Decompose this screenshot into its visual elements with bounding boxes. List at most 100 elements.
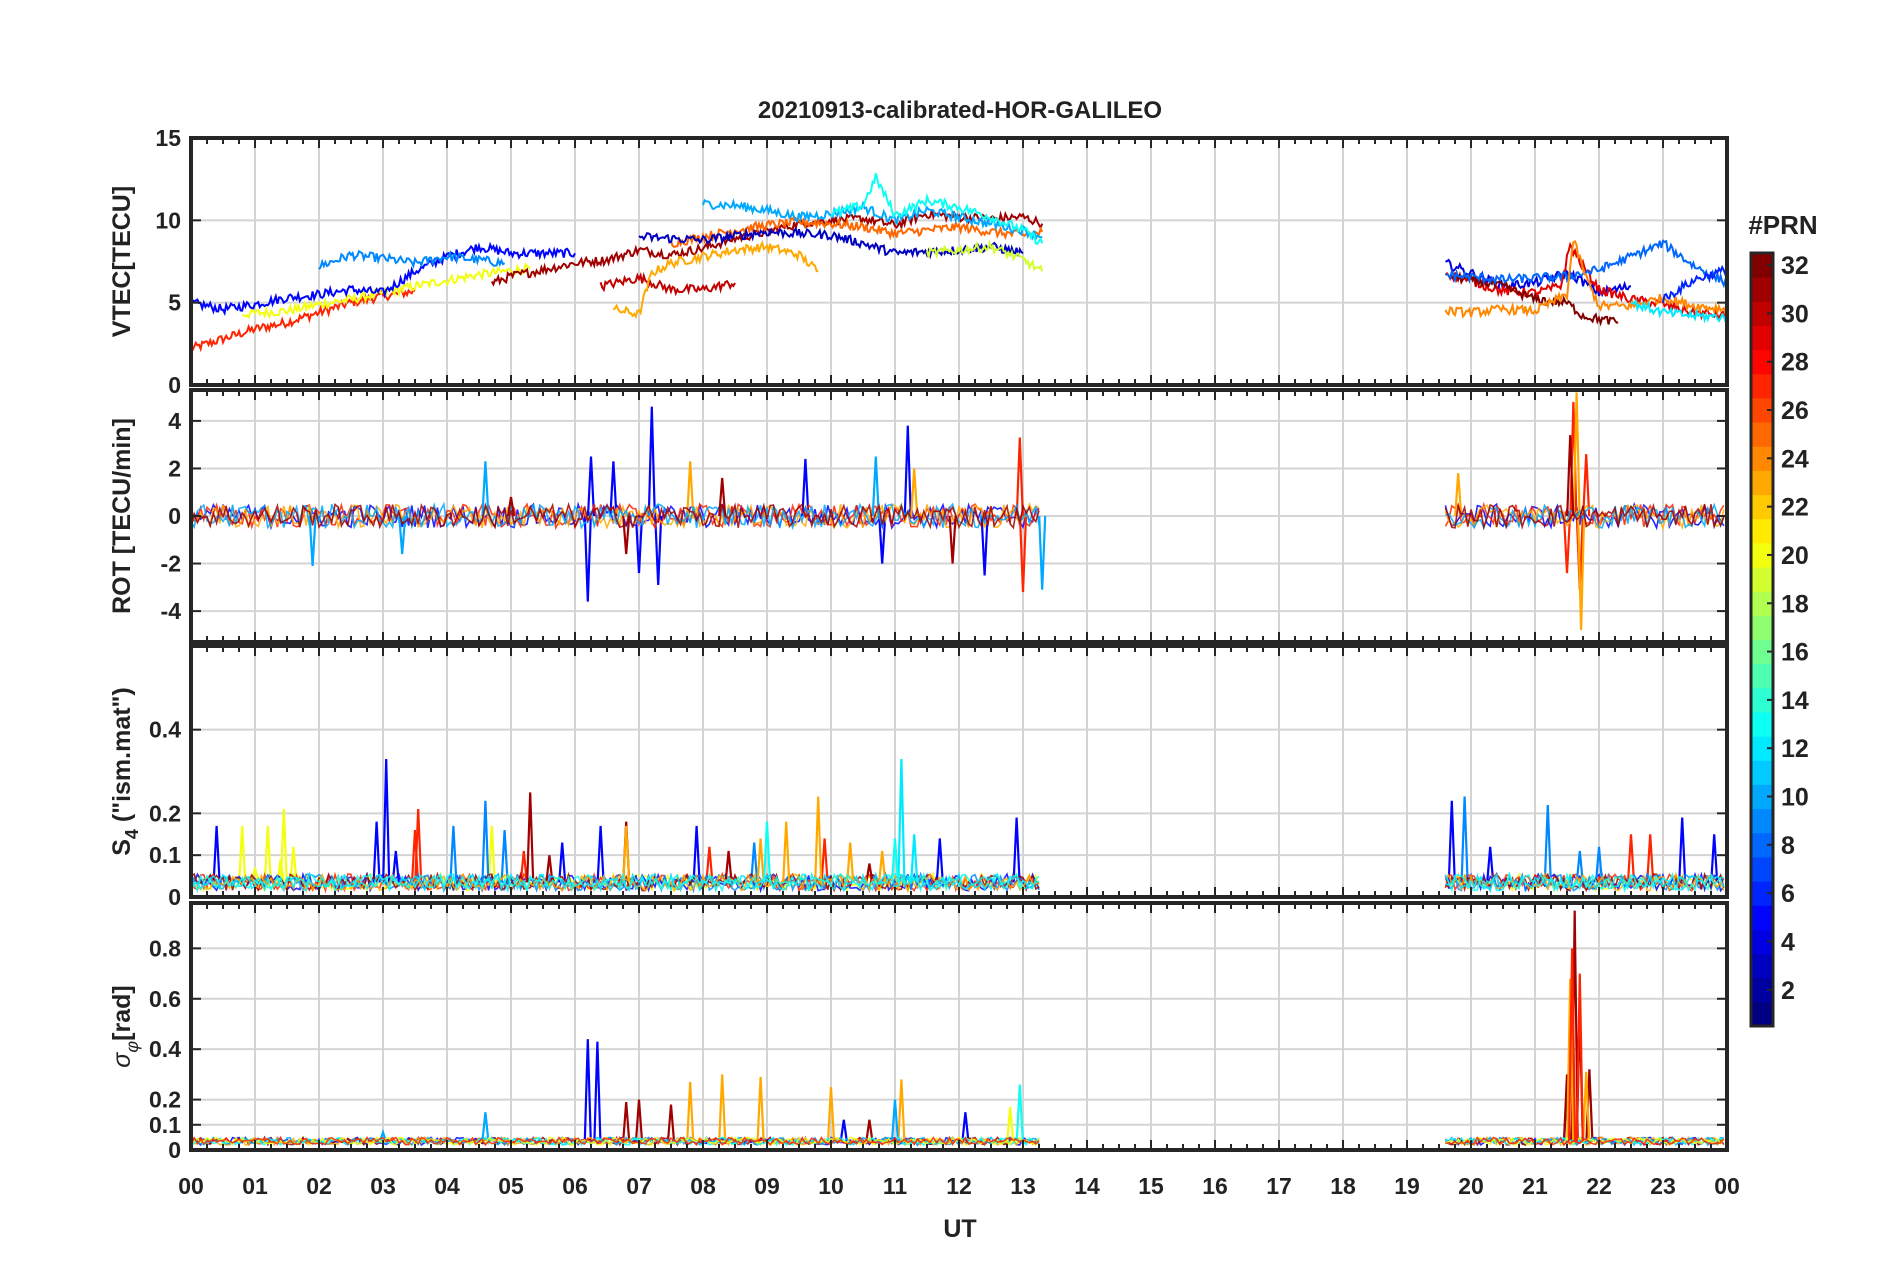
- colorbar-tick-label: 4: [1781, 928, 1795, 956]
- colorbar-swatch: [1751, 446, 1773, 471]
- y-tick-label: -2: [161, 551, 181, 577]
- series-baseline-prn-10: [191, 501, 1040, 531]
- x-tick-labels: 00 01 02 03 04 05 06 07 08 09 10 11 12 13 14 15 16 17 18 19…: [178, 1173, 1740, 1199]
- y-tick-label: 0.2: [149, 1087, 181, 1113]
- spike-prn-5: [1447, 800, 1456, 883]
- spike-prn-5: [583, 515, 592, 602]
- colorbar-swatch: [1751, 301, 1773, 326]
- colorbar-tick-label: 30: [1781, 300, 1809, 328]
- spike-prn-31: [1566, 435, 1575, 517]
- x-tick-label: 07: [626, 1173, 652, 1199]
- series-prn-5: [191, 241, 576, 317]
- colorbar-swatch: [1751, 253, 1773, 278]
- series-prn-24: [1444, 239, 1727, 319]
- spike-prn-31: [622, 515, 631, 555]
- colorbar-swatch: [1751, 856, 1773, 882]
- spike-prn-23: [897, 1079, 906, 1142]
- y-tick-label: 15: [155, 125, 181, 151]
- x-tick-label: 01: [242, 1173, 268, 1199]
- s4-y-label: S4 ("ism.mat"): [108, 687, 142, 856]
- colorbar-swatch: [1751, 881, 1773, 906]
- x-tick-label: 08: [690, 1173, 716, 1199]
- spike-prn-31: [634, 1099, 644, 1142]
- spike-prn-27: [1562, 515, 1572, 574]
- y-tick-label: -4: [161, 598, 182, 624]
- spike-prn-20: [238, 825, 247, 883]
- colorbar-tick-label: 10: [1781, 784, 1809, 812]
- spike-prn-5: [586, 456, 596, 517]
- rot-y-tick-labels: -4 -2 0 2 4: [161, 408, 182, 624]
- x-tick-label: 03: [370, 1173, 396, 1199]
- vtec-y-label: VTEC[TECU]: [108, 186, 136, 337]
- x-tick-label: 10: [818, 1173, 844, 1199]
- colorbar-swatch: [1751, 567, 1773, 592]
- colorbar-swatch: [1751, 687, 1773, 713]
- colorbar-tick-label: 28: [1781, 349, 1809, 377]
- s4-series: [191, 758, 1725, 894]
- spike-prn-23: [622, 825, 631, 883]
- spike-prn-9: [1543, 804, 1552, 883]
- s4-panel: 0 0.1 0.2 0.4 S4 ("ism.mat"): [108, 644, 1729, 910]
- x-tick-label: 09: [754, 1173, 780, 1199]
- y-tick-label: 0: [168, 372, 181, 398]
- spike-prn-10: [871, 456, 880, 517]
- y-tick-label: 0.1: [149, 1112, 181, 1138]
- series-baseline-prn-12: [1445, 871, 1725, 892]
- x-tick-label: 11: [883, 1173, 908, 1199]
- x-tick-label: 23: [1650, 1173, 1676, 1199]
- colorbar-swatch: [1751, 953, 1773, 979]
- spike-prn-10: [308, 515, 317, 566]
- spike-prn-10: [398, 515, 407, 555]
- colorbar-swatch: [1751, 784, 1773, 810]
- colorbar-swatch: [1751, 542, 1773, 568]
- colorbar-swatch: [1751, 711, 1773, 737]
- s4-axes-frame: [189, 644, 1729, 899]
- series-baseline-prn-31: [191, 501, 1040, 530]
- colorbar-swatch: [1751, 422, 1773, 447]
- spike-prn-20: [1006, 1107, 1015, 1142]
- colorbar-tick-label: 32: [1781, 252, 1809, 280]
- spike-prn-27: [1018, 515, 1028, 593]
- colorbar-swatch: [1751, 832, 1773, 858]
- spike-prn-23: [910, 468, 919, 517]
- series-prn-32: [1451, 269, 1619, 327]
- spike-prn-5: [801, 458, 810, 517]
- spike-prn-5: [391, 850, 400, 883]
- spike-prn-23: [756, 838, 765, 883]
- colorbar-swatch: [1751, 977, 1773, 1003]
- x-tick-label: 04: [434, 1173, 460, 1199]
- x-tick-label: 05: [498, 1173, 524, 1199]
- spike-prn-27: [1646, 834, 1655, 883]
- spike-prn-20: [279, 809, 288, 883]
- spike-prn-5: [654, 515, 663, 585]
- vtec-panel: 0 5 10 15 VTEC[TECU]: [108, 125, 1729, 398]
- spike-prn-13: [1015, 1084, 1024, 1142]
- spike-prn-5: [1012, 817, 1021, 883]
- spike-prn-31: [545, 855, 554, 883]
- spike-prn-23: [756, 1076, 765, 1142]
- spike-prn-31: [865, 1119, 874, 1142]
- colorbar-swatch: [1751, 349, 1773, 375]
- spike-prn-5: [583, 1039, 592, 1142]
- colorbar-swatch: [1751, 591, 1773, 616]
- y-tick-label: 0.8: [149, 935, 181, 961]
- spike-prn-5: [1710, 834, 1719, 883]
- spike-prn-27: [1575, 973, 1584, 1142]
- spike-prn-9: [481, 800, 490, 883]
- spike-prn-5: [935, 838, 944, 883]
- colorbar-swatch: [1751, 808, 1773, 834]
- x-tick-label: 00: [1714, 1173, 1740, 1199]
- x-tick-label: 00: [178, 1173, 204, 1199]
- y-tick-label: 0: [168, 884, 181, 910]
- spike-prn-10: [481, 1112, 490, 1142]
- sigma-phi-grid: [191, 903, 1727, 1150]
- series-prn-6: [1662, 264, 1727, 303]
- y-tick-label: 0.4: [149, 1036, 181, 1062]
- colorbar-swatch: [1751, 470, 1773, 496]
- spike-prn-5: [609, 461, 618, 517]
- colorbar-tick-label: 14: [1781, 687, 1809, 715]
- colorbar-swatch: [1751, 518, 1773, 544]
- spike-prn-23: [1566, 978, 1575, 1142]
- series-prn-30: [599, 271, 736, 297]
